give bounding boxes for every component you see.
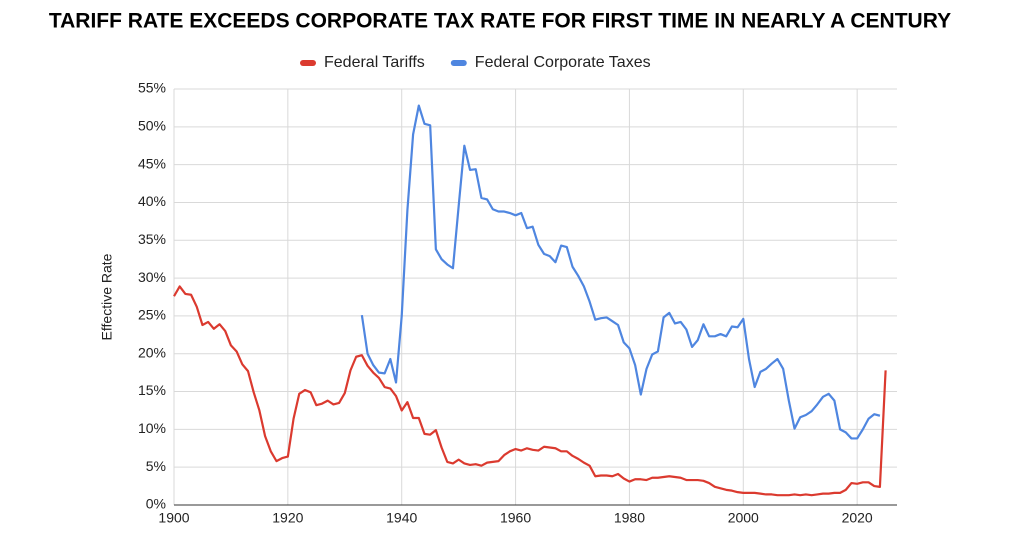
y-tick-label: 5% xyxy=(146,458,166,474)
y-tick-label: 25% xyxy=(138,307,166,323)
x-tick-label: 1900 xyxy=(158,510,189,526)
legend-label: Federal Corporate Taxes xyxy=(475,54,651,71)
series-line xyxy=(360,104,881,440)
y-tick-label: 10% xyxy=(138,420,166,436)
y-tick-label: 15% xyxy=(138,382,166,398)
chart-title: TARIFF RATE EXCEEDS CORPORATE TAX RATE F… xyxy=(49,10,951,33)
y-tick-label: 45% xyxy=(138,155,166,171)
x-tick-label: 1960 xyxy=(500,510,531,526)
y-tick-label: 20% xyxy=(138,344,166,360)
x-tick-label: 1980 xyxy=(614,510,645,526)
y-tick-label: 55% xyxy=(138,80,166,96)
y-tick-label: 0% xyxy=(146,496,166,512)
x-tick-label: 2020 xyxy=(842,510,873,526)
y-tick-label: 30% xyxy=(138,269,166,285)
x-tick-label: 2000 xyxy=(728,510,759,526)
legend-label: Federal Tariffs xyxy=(324,54,425,71)
y-tick-label: 35% xyxy=(138,231,166,247)
series-line xyxy=(173,285,887,497)
legend-swatch xyxy=(300,60,316,66)
x-tick-label: 1940 xyxy=(386,510,417,526)
legend-swatch xyxy=(450,60,467,66)
y-axis-label: Effective Rate xyxy=(99,253,115,340)
y-tick-label: 40% xyxy=(138,193,166,209)
x-tick-label: 1920 xyxy=(272,510,303,526)
y-tick-label: 50% xyxy=(138,118,166,134)
